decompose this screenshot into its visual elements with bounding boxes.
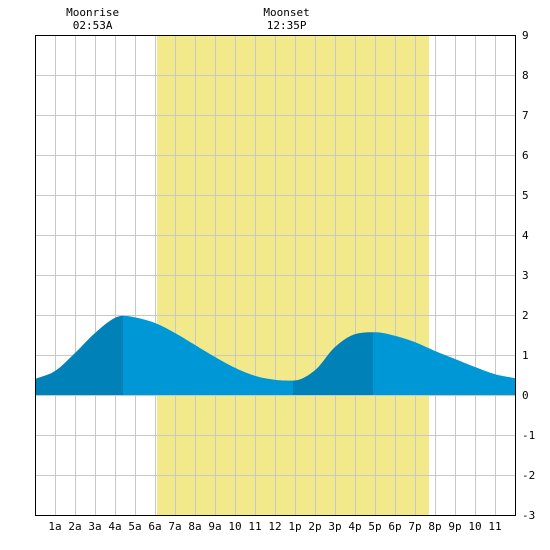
x-tick-label: 6a xyxy=(148,520,161,533)
y-tick-label: 9 xyxy=(522,29,529,42)
x-tick-label: 2a xyxy=(68,520,81,533)
x-tick-label: 10 xyxy=(468,520,481,533)
y-tick-label: 4 xyxy=(522,229,529,242)
x-tick-label: 6p xyxy=(388,520,401,533)
x-tick-label: 3a xyxy=(88,520,101,533)
y-tick-label: -3 xyxy=(522,509,535,522)
moon-event-time: 12:35P xyxy=(267,19,307,32)
grid-layer xyxy=(35,35,515,515)
x-tick-label: 1p xyxy=(288,520,301,533)
x-tick-label: 5p xyxy=(368,520,381,533)
plot-border xyxy=(35,35,516,516)
x-tick-label: 8p xyxy=(428,520,441,533)
moon-event-label: Moonrise xyxy=(66,6,119,19)
y-tick-label: 6 xyxy=(522,149,529,162)
x-tick-label: 7p xyxy=(408,520,421,533)
tide-area-layer xyxy=(35,315,515,395)
x-tick-label: 5a xyxy=(128,520,141,533)
y-tick-label: -2 xyxy=(522,469,535,482)
y-tick-label: 8 xyxy=(522,69,529,82)
tide-area-falling xyxy=(373,332,515,395)
x-tick-label: 10 xyxy=(228,520,241,533)
x-tick-label: 12 xyxy=(268,520,281,533)
x-tick-label: 3p xyxy=(328,520,341,533)
moon-event-time: 02:53A xyxy=(73,19,113,32)
y-tick-labels: -3 -2 -1 0 1 2 3 4 5 6 7 8 9 xyxy=(522,29,535,522)
y-tick-label: 2 xyxy=(522,309,529,322)
x-tick-label: 8a xyxy=(188,520,201,533)
tide-area-falling xyxy=(123,315,293,395)
y-tick-label: 5 xyxy=(522,189,529,202)
x-tick-label: 1a xyxy=(48,520,61,533)
x-tick-label: 7a xyxy=(168,520,181,533)
x-tick-labels: 1a 2a 3a 4a 5a 6a 7a 8a 9a 10 11 12 1p 2p 3p 4p 5p 6p 7p 8p… xyxy=(48,520,501,533)
y-tick-label: 0 xyxy=(522,389,529,402)
y-tick-label: -1 xyxy=(522,429,535,442)
x-tick-label: 2p xyxy=(308,520,321,533)
x-tick-label: 9p xyxy=(448,520,461,533)
y-tick-label: 3 xyxy=(522,269,529,282)
moon-event-label: Moonset xyxy=(263,6,309,19)
x-tick-label: 11 xyxy=(488,520,501,533)
tide-area-rising xyxy=(35,315,123,395)
y-tick-label: 7 xyxy=(522,109,529,122)
tide-area-rising xyxy=(293,332,373,395)
x-tick-label: 11 xyxy=(248,520,261,533)
x-tick-label: 4a xyxy=(108,520,121,533)
x-tick-label: 9a xyxy=(208,520,221,533)
x-tick-label: 4p xyxy=(348,520,361,533)
y-tick-label: 1 xyxy=(522,349,529,362)
